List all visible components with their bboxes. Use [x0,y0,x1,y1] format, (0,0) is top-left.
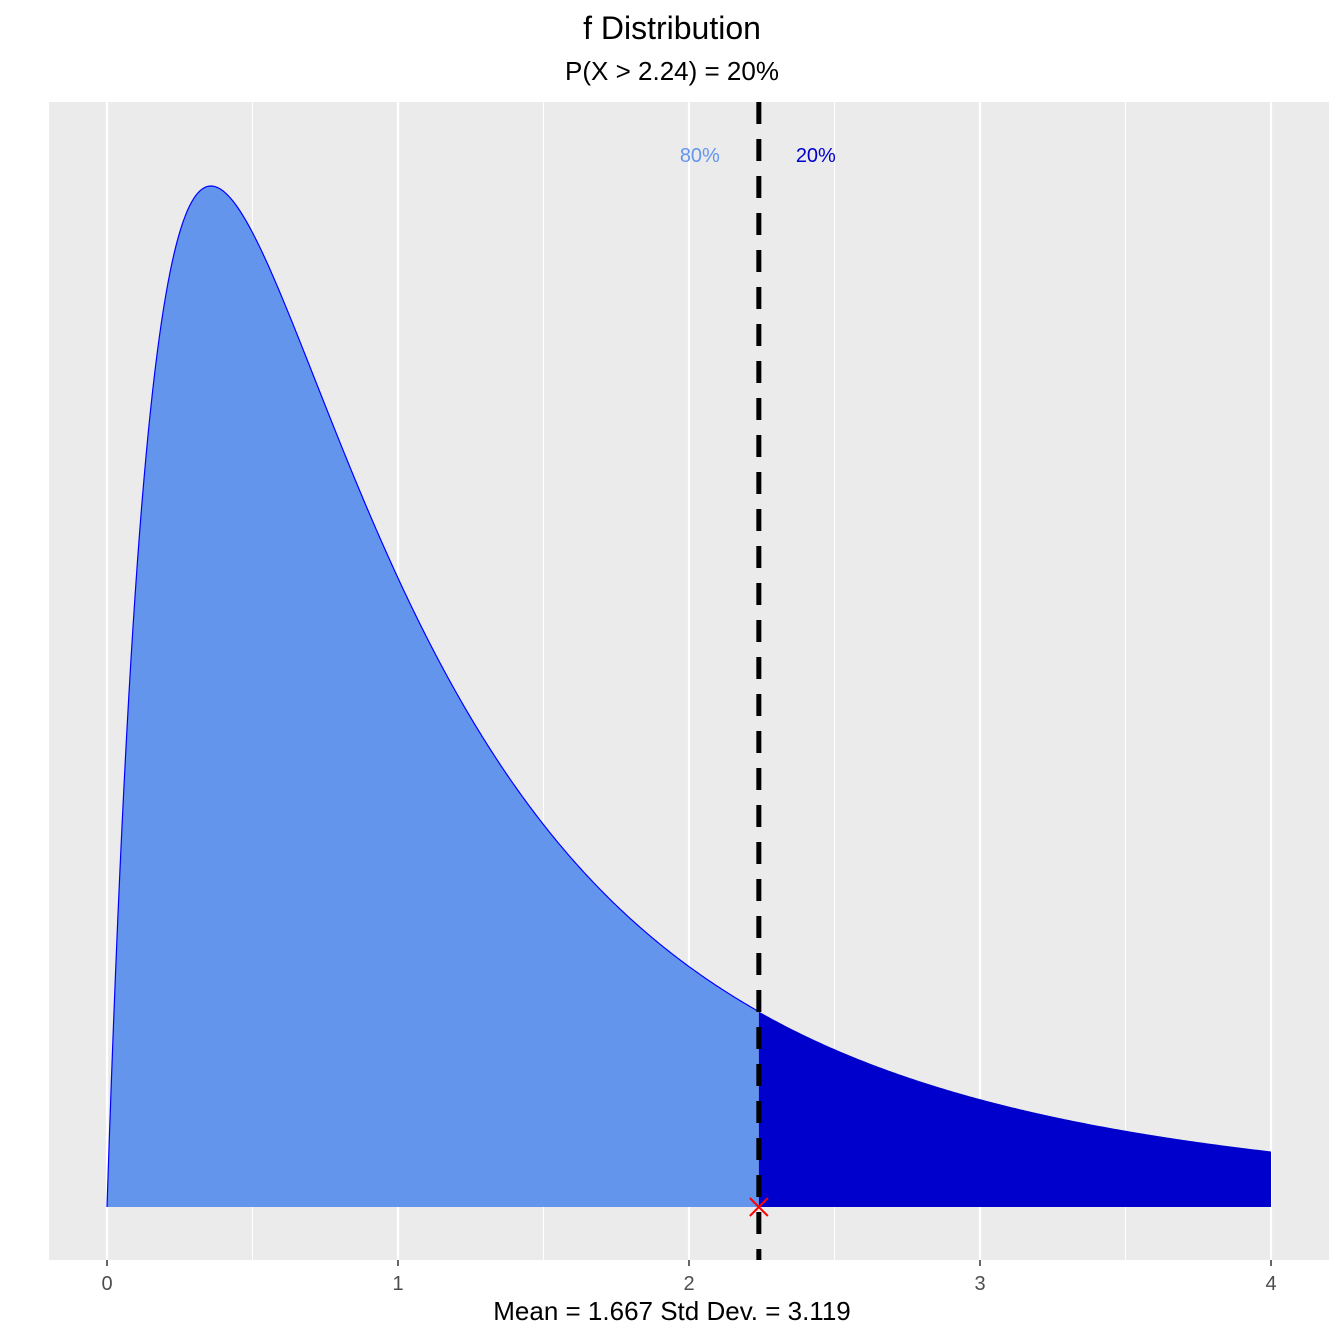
x-tick-label: 3 [974,1273,985,1295]
region-label-upper: 20% [796,145,836,167]
chart-caption: Mean = 1.667 Std Dev. = 3.119 [493,1296,851,1326]
x-axis: 0 1 2 3 4 [101,1260,1277,1295]
x-tick-label: 2 [683,1273,694,1295]
chart-subtitle: P(X > 2.24) = 20% [565,56,779,86]
region-label-lower: 80% [680,145,720,167]
density-curve [106,185,760,1208]
chart-title: f Distribution [583,10,761,46]
x-tick-label: 0 [101,1273,112,1295]
cutoff-marker [749,1197,769,1217]
area-upper-region [758,1011,1271,1207]
area-lower-region [107,186,759,1208]
x-tick-label: 1 [392,1273,403,1295]
x-tick-label: 4 [1265,1273,1276,1295]
